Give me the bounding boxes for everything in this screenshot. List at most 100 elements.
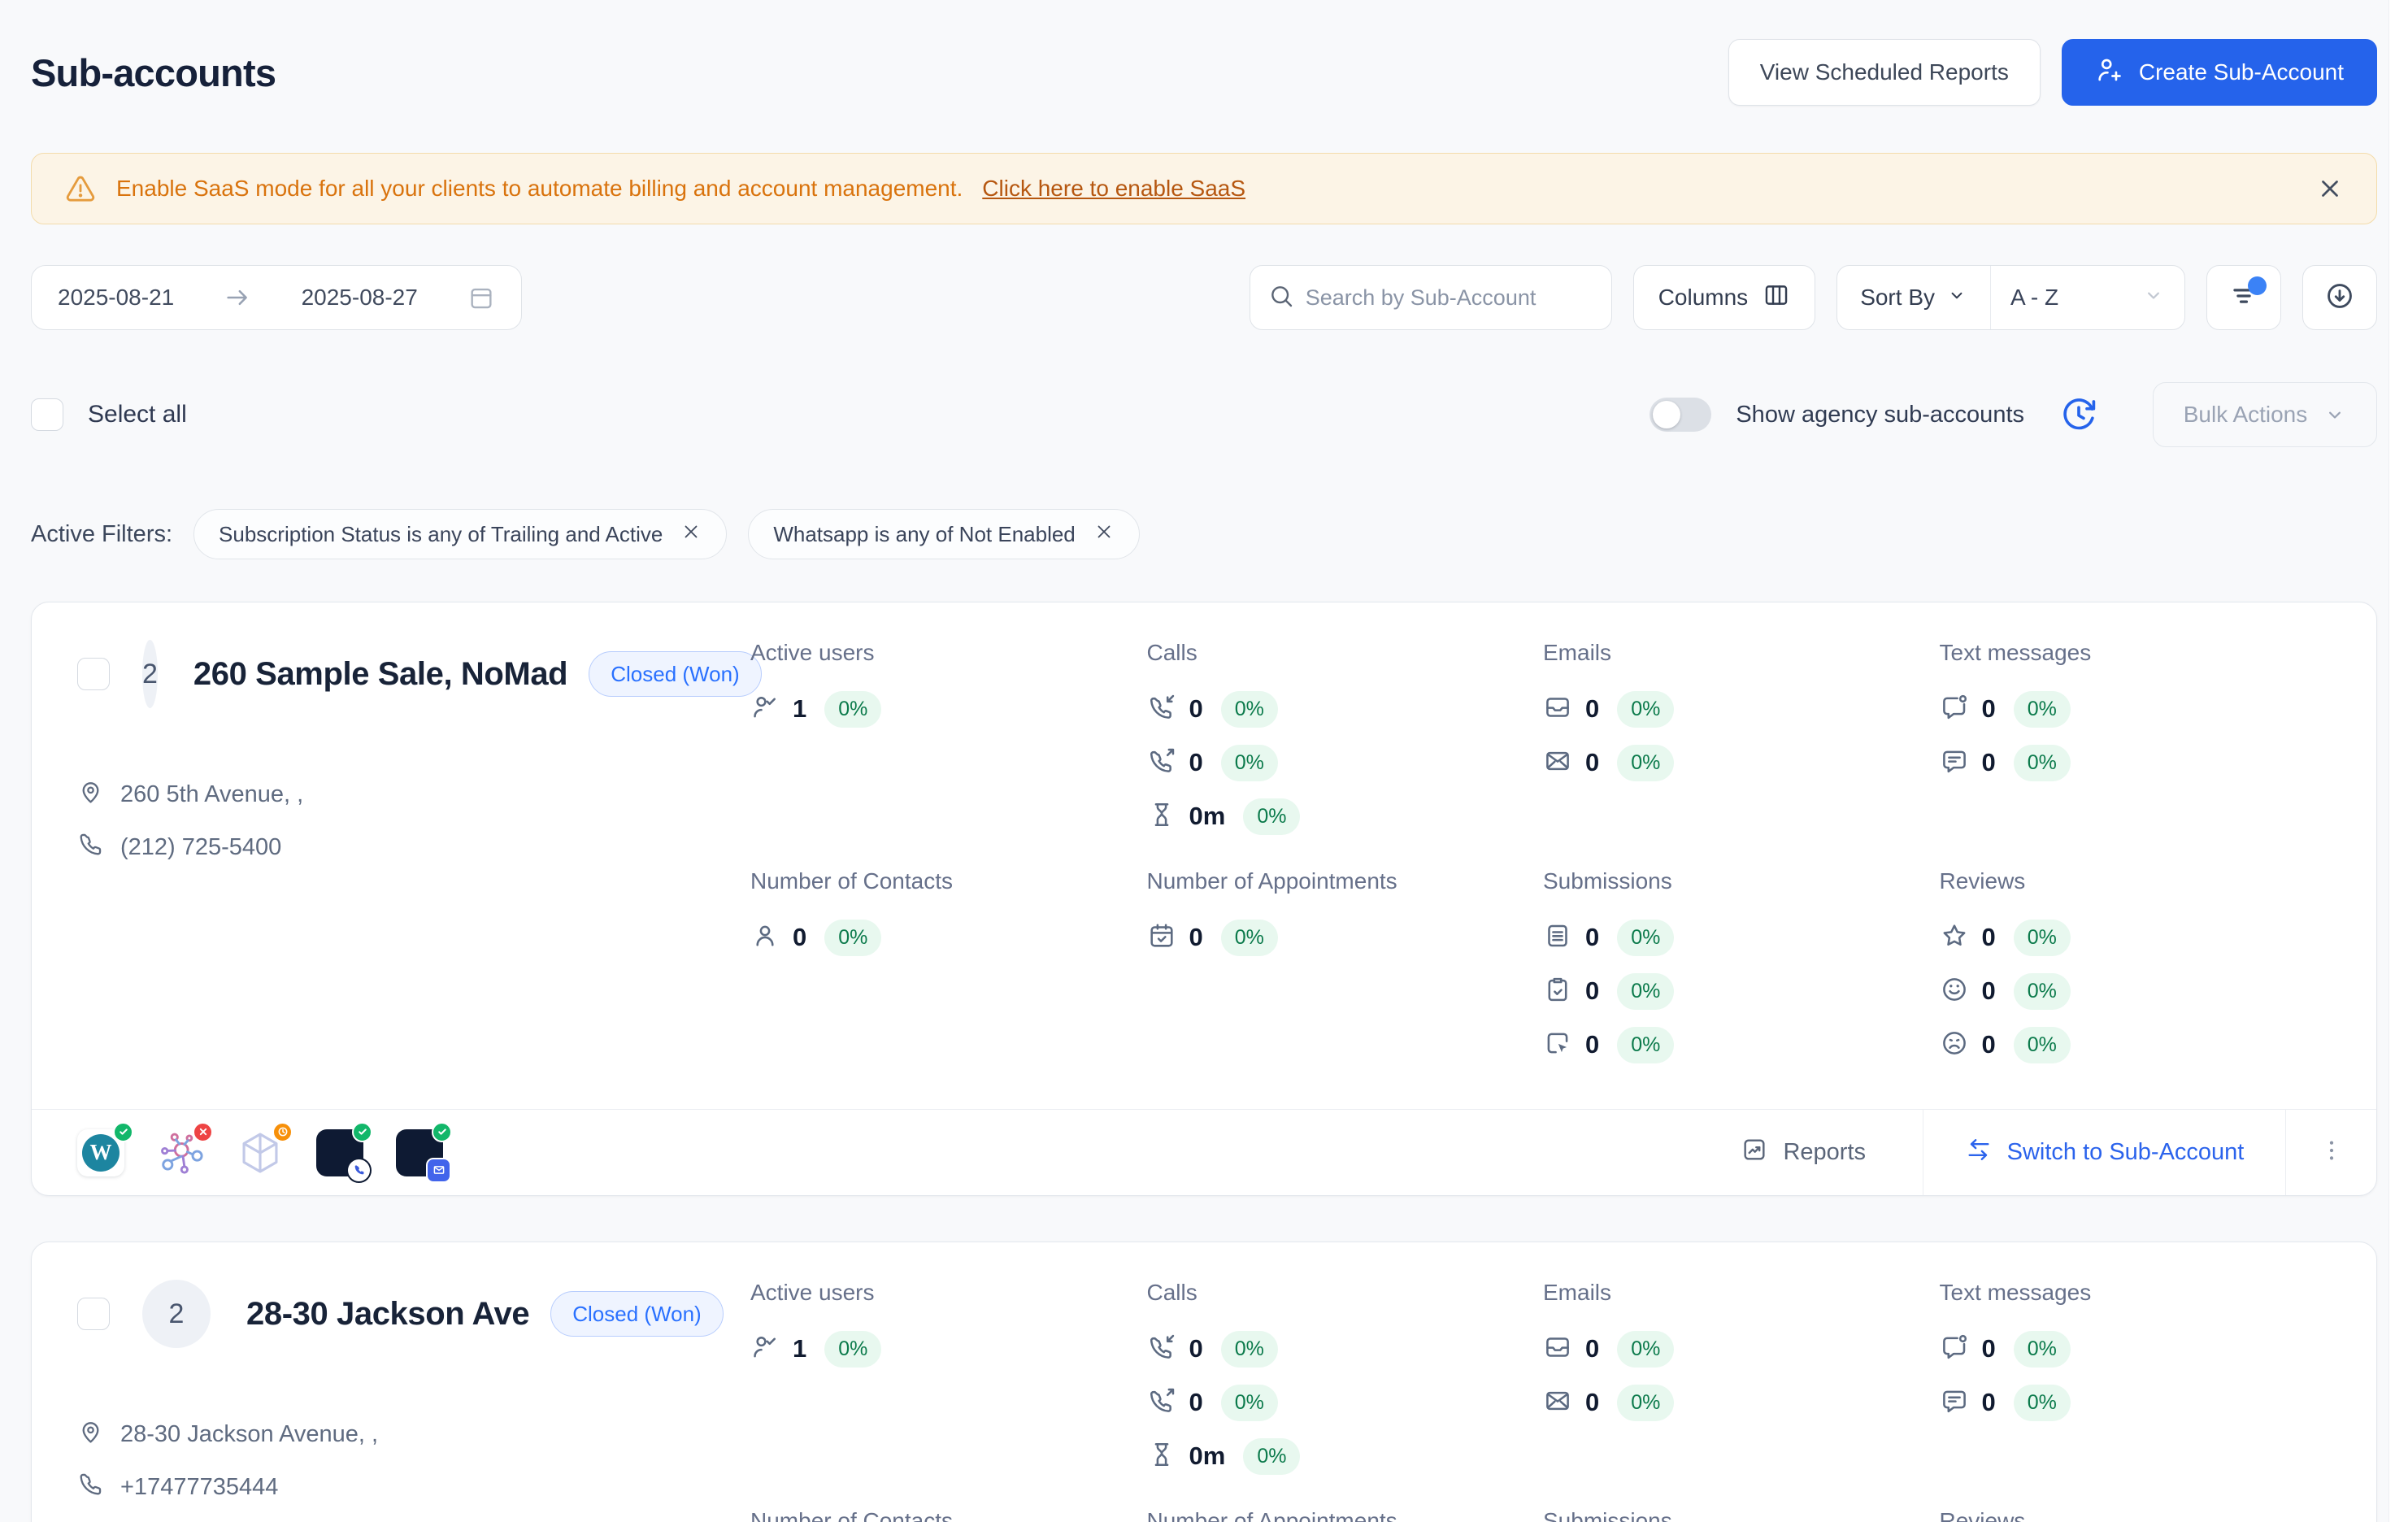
mail-icon [1543, 1386, 1572, 1420]
switch-icon [1965, 1136, 1993, 1170]
select-row: Select all Show agency sub-accounts Bulk… [31, 382, 2377, 447]
agency-controls: Show agency sub-accounts Bulk Actions [1650, 382, 2377, 447]
connected-status-badge [352, 1121, 372, 1142]
filter-chip[interactable]: Subscription Status is any of Trailing a… [193, 509, 728, 559]
wordpress-integration-icon[interactable]: W [77, 1121, 133, 1176]
form-cursor-icon [1543, 1028, 1572, 1062]
toolbar-right: Columns Sort By A - Z [1249, 265, 2377, 330]
network-integration-icon[interactable] [157, 1121, 213, 1176]
clipboard-check-icon [1543, 975, 1572, 1008]
chip-remove-icon[interactable] [1093, 521, 1115, 548]
account-card: 2 260 Sample Sale, NoMad Closed (Won) 260 5… [31, 602, 2377, 1196]
account-checkbox[interactable] [77, 658, 110, 690]
stat-group: Number of Contacts [750, 1508, 1147, 1522]
stat-value: 0 [1981, 1334, 1996, 1363]
stat-group: Emails 0 0% 0 0% [1543, 1280, 1940, 1508]
stat-value: 0 [1585, 1334, 1600, 1363]
mail-icon [1543, 746, 1572, 780]
filter-active-dot [2248, 276, 2267, 295]
scrollbar[interactable] [2388, 0, 2408, 1522]
select-all-checkbox[interactable] [31, 398, 63, 431]
pending-status-badge [272, 1121, 293, 1142]
stat-group-label: Calls [1146, 640, 1197, 665]
stat-item: 0 0% [1543, 744, 1940, 781]
chat-lines-icon [1940, 746, 1969, 780]
clock-refresh-icon[interactable] [2060, 396, 2097, 433]
account-card: 2 28-30 Jackson Ave Closed (Won) 28-30 Jack… [31, 1242, 2377, 1522]
stat-item: 0 0% [1147, 1330, 1544, 1368]
stat-percent-badge: 0% [1617, 972, 1675, 1010]
email-app-integration-icon[interactable] [396, 1121, 454, 1188]
phone-outgoing-icon [1147, 1386, 1176, 1420]
active-filters-label: Active Filters: [31, 520, 173, 547]
phone-icon [77, 1471, 104, 1504]
connected-status-badge [113, 1121, 133, 1142]
header-actions: View Scheduled Reports Create Sub-Accoun… [1728, 39, 2377, 106]
pin-icon [77, 1418, 104, 1451]
user-check-icon [750, 1333, 780, 1366]
stat-percent-badge: 0% [1617, 1330, 1675, 1368]
reports-button[interactable]: Reports [1741, 1110, 1923, 1195]
arrow-right-icon [224, 284, 251, 311]
filter-chip-label: Subscription Status is any of Trailing a… [219, 521, 663, 546]
sort-by-button[interactable]: Sort By [1837, 266, 1991, 329]
stat-value: 0 [1981, 1030, 1996, 1059]
stats-grid: Active users 1 0% Calls 0 0% 0 0% 0m 0% Emails 0 0% 0… [750, 640, 2336, 1080]
account-phone: +17477735444 [77, 1471, 750, 1504]
search-input[interactable] [1305, 285, 1593, 311]
date-range-picker[interactable]: 2025-08-21 2025-08-27 [31, 265, 522, 330]
stat-value: 0m [1189, 1442, 1226, 1470]
stat-group: Calls 0 0% 0 0% 0m 0% [1147, 640, 1544, 868]
chip-remove-icon[interactable] [680, 521, 702, 548]
stat-value: 0 [1585, 976, 1600, 1005]
stat-item: 0 0% [1147, 919, 1544, 956]
export-button[interactable] [2302, 265, 2377, 330]
account-address: 260 5th Avenue, , [77, 778, 750, 811]
stat-percent-badge: 0% [1617, 1026, 1675, 1063]
bulk-actions-button[interactable]: Bulk Actions [2153, 382, 2377, 447]
reports-icon [1741, 1136, 1768, 1170]
stat-value: 0 [1981, 923, 1996, 951]
stat-value: 0 [1981, 694, 1996, 723]
stat-percent-badge: 0% [1617, 744, 1675, 781]
doc-lines-icon [1543, 921, 1572, 955]
stat-group-label: Emails [1543, 1280, 1612, 1305]
filter-chip[interactable]: Whatsapp is any of Not Enabled [748, 509, 1140, 559]
stat-group: Active users 1 0% [750, 1280, 1147, 1508]
active-filters: Active Filters: Subscription Status is a… [31, 509, 2377, 559]
stat-item: 0 0% [1940, 1330, 2336, 1368]
columns-button[interactable]: Columns [1632, 265, 1816, 330]
stat-percent-badge: 0% [824, 919, 882, 956]
create-sub-account-button[interactable]: Create Sub-Account [2061, 39, 2377, 106]
search-icon [1268, 283, 1294, 313]
switch-to-sub-account-button[interactable]: Switch to Sub-Account [1923, 1110, 2285, 1195]
enable-saas-link[interactable]: Click here to enable SaaS [982, 176, 1246, 201]
stat-item: 0 0% [1940, 1384, 2336, 1421]
cube-icon [237, 1132, 284, 1180]
stat-item: 0 0% [1147, 744, 1544, 781]
view-scheduled-reports-button[interactable]: View Scheduled Reports [1728, 39, 2041, 106]
cube-integration-icon[interactable] [237, 1121, 293, 1176]
account-name: 260 Sample Sale, NoMad [193, 655, 568, 692]
stat-group: Calls 0 0% 0 0% 0m 0% [1147, 1280, 1544, 1508]
show-agency-toggle[interactable] [1650, 398, 1712, 432]
stat-percent-badge: 0% [2013, 1330, 2071, 1368]
columns-icon [1763, 281, 1790, 315]
kebab-menu-button[interactable] [2285, 1110, 2376, 1195]
stat-percent-badge: 0% [2013, 690, 2071, 728]
frown-icon [1940, 1028, 1969, 1062]
stat-group-label: Text messages [1939, 640, 2092, 665]
stat-item: 0 0% [1940, 690, 2336, 728]
pin-icon [77, 778, 104, 811]
phone-icon [77, 831, 104, 864]
account-checkbox[interactable] [77, 1298, 110, 1330]
stat-item: 0 0% [1940, 744, 2336, 781]
search-box [1249, 265, 1612, 330]
stat-item: 0 0% [1940, 1026, 2336, 1063]
sort-order-select[interactable]: A - Z [1991, 284, 2184, 312]
banner-close-icon[interactable] [2316, 175, 2344, 202]
phone-app-integration-icon[interactable] [316, 1121, 374, 1188]
stat-percent-badge: 0% [1220, 919, 1278, 956]
stat-value: 0 [1189, 923, 1203, 951]
filter-button[interactable] [2206, 265, 2281, 330]
